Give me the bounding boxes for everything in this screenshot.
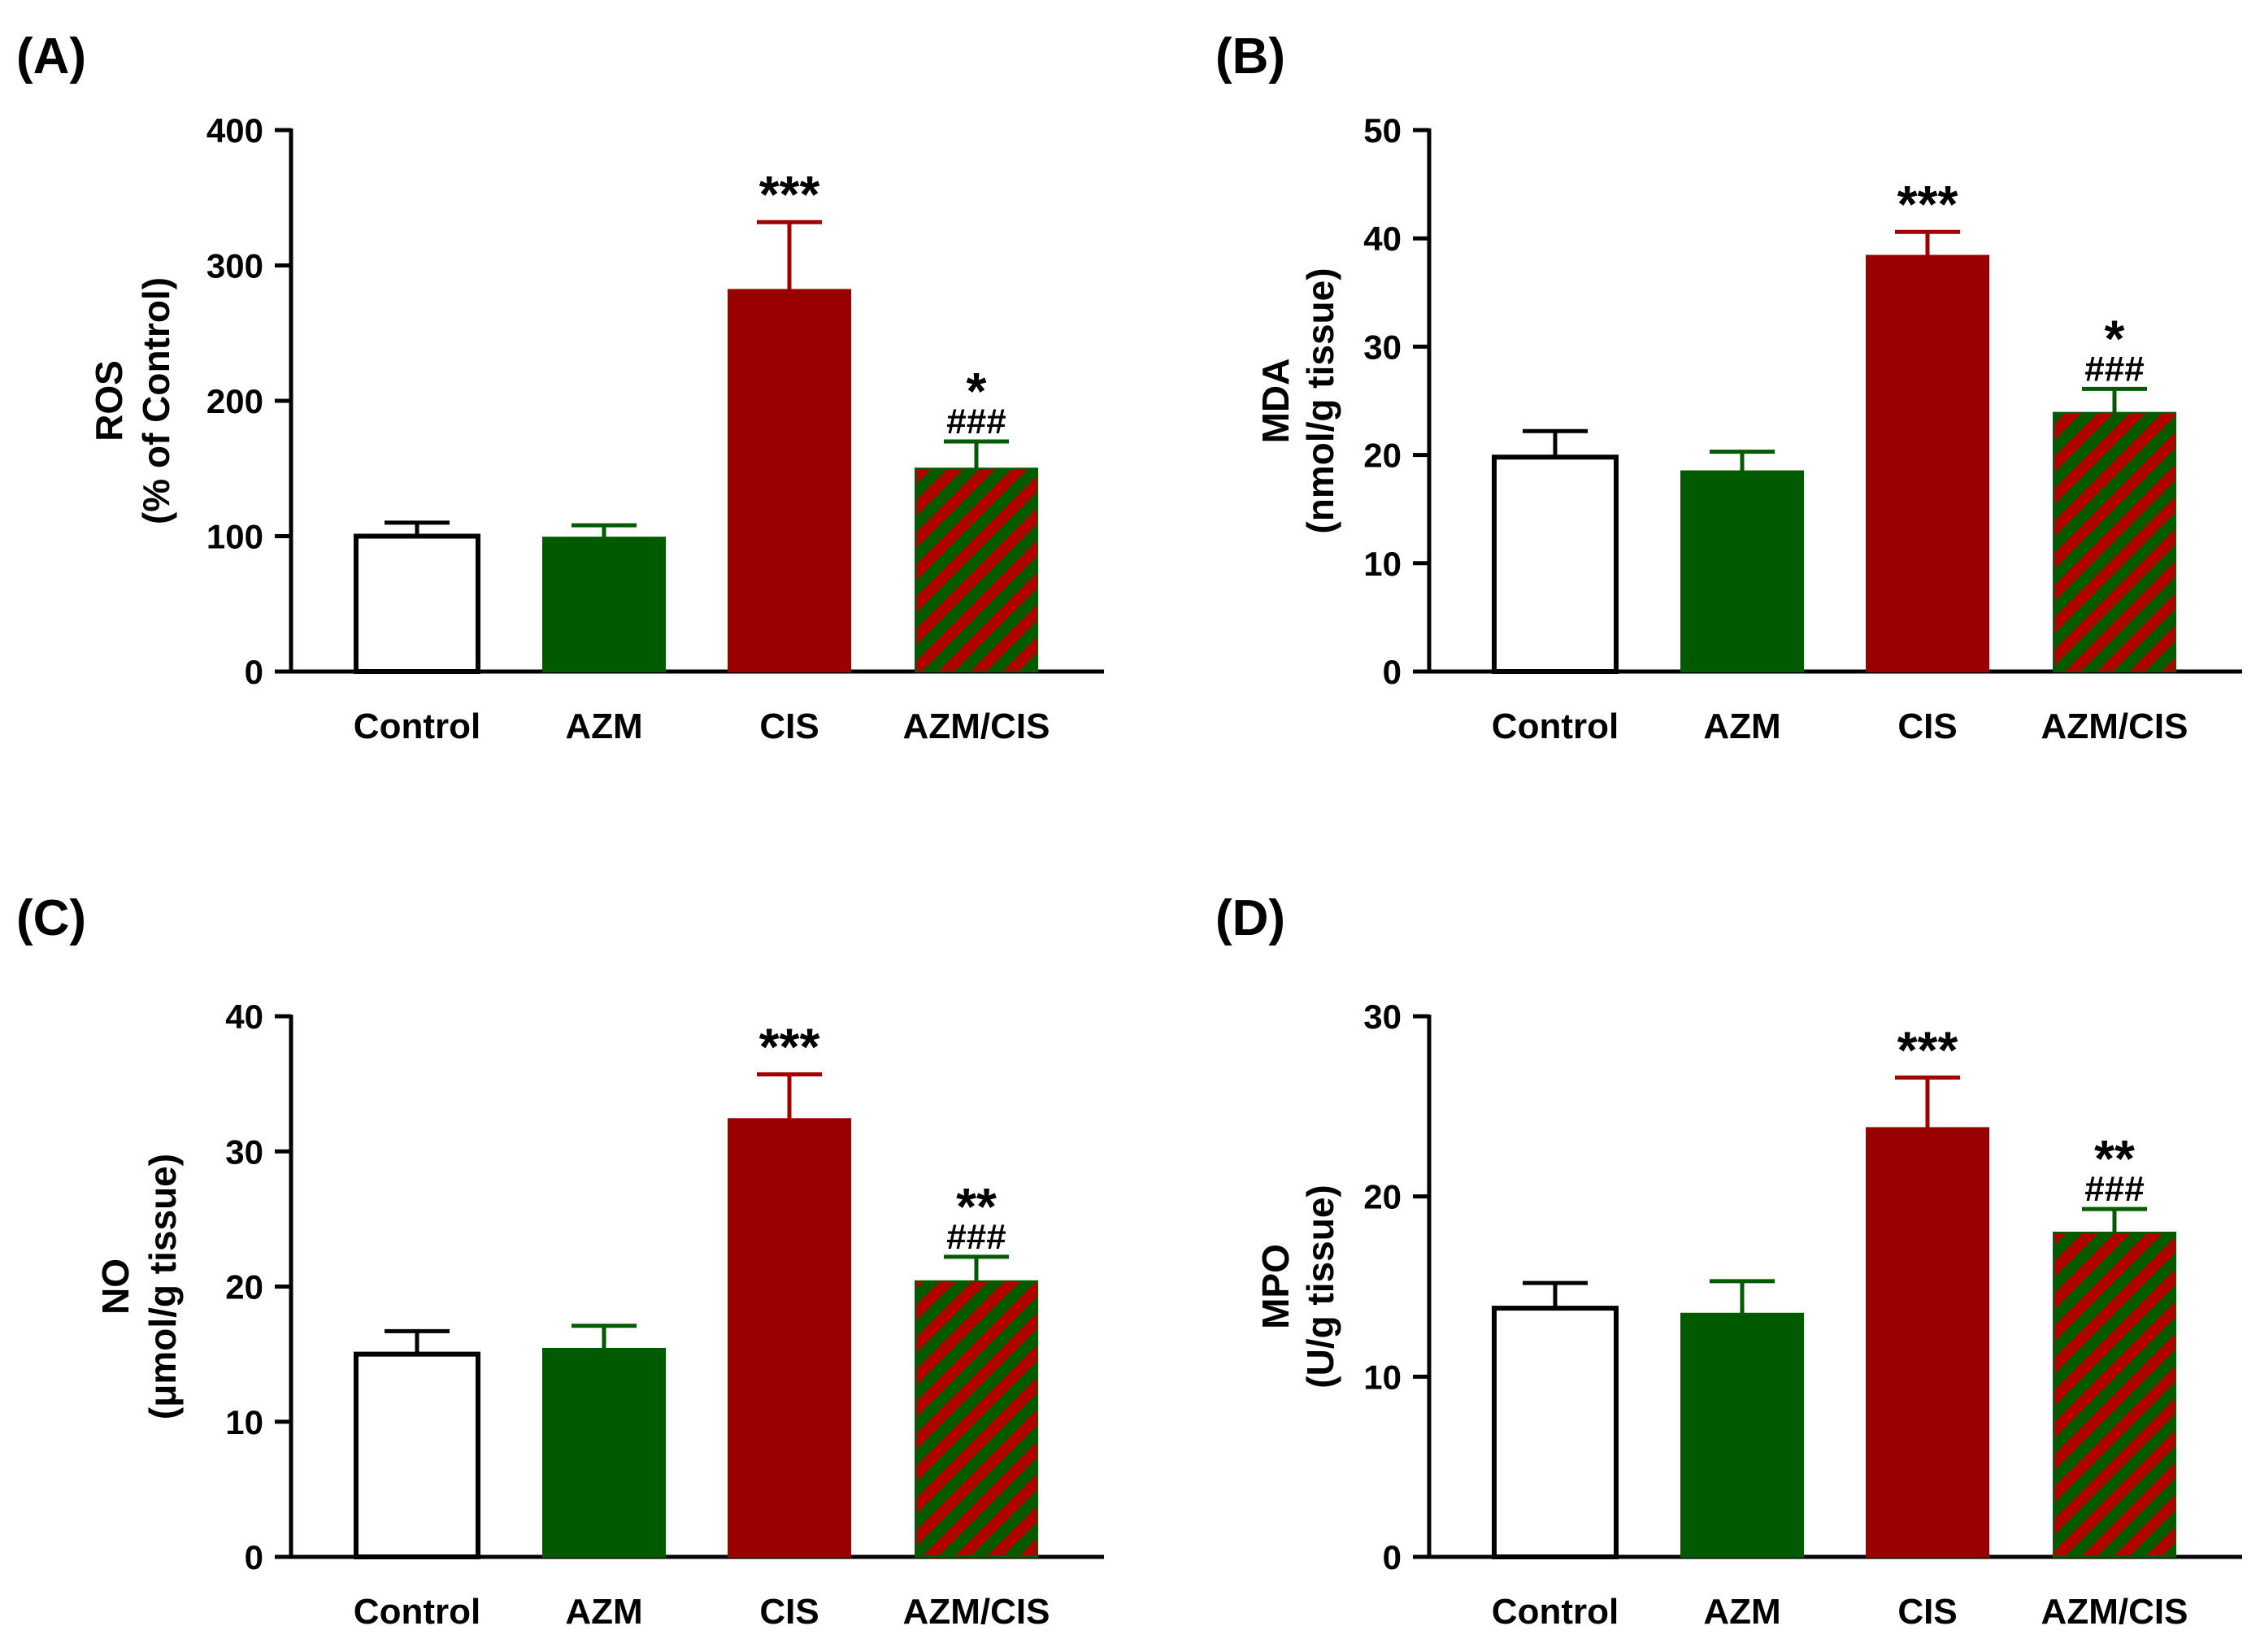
significance-marker-star: **: [2094, 1129, 2135, 1188]
y-tick-label: 400: [206, 111, 263, 150]
bar-azm-cis: [2053, 411, 2176, 672]
y-tick-label: 0: [1383, 653, 1402, 691]
bar-control: [1492, 1306, 1619, 1559]
y-axis-title-units: (nmol/g tissue): [1299, 267, 1341, 533]
bar-cis: [728, 289, 851, 672]
x-category-label: CIS: [759, 706, 819, 746]
y-tick-label: 0: [1383, 1538, 1402, 1576]
panel-label: (B): [1215, 28, 1285, 85]
y-tick-label: 10: [1363, 1358, 1402, 1396]
y-tick-label: 30: [225, 1132, 263, 1171]
y-tick-label: 200: [206, 382, 263, 420]
significance-marker: ***: [1897, 175, 1958, 233]
panel-label: (D): [1215, 890, 1285, 946]
significance-marker: ***: [759, 1017, 820, 1076]
x-category-label: AZM: [1703, 1592, 1780, 1632]
x-category-label: Control: [1492, 706, 1619, 746]
x-category-label: AZM/CIS: [2041, 1592, 2188, 1632]
bar-azm-cis: [2053, 1232, 2176, 1558]
y-tick-label: 10: [1363, 545, 1402, 583]
x-category-label: CIS: [759, 1592, 819, 1632]
y-tick-label: 20: [1363, 437, 1402, 475]
y-tick-label: 10: [225, 1403, 263, 1441]
bar-control: [354, 533, 480, 674]
bar-cis: [1866, 254, 1989, 672]
y-axis-title-units: (μmol/g tissue): [141, 1154, 184, 1419]
x-category-label: Control: [1492, 1592, 1619, 1632]
y-axis-title: MPO: [1254, 1244, 1297, 1329]
x-category-label: CIS: [1897, 1592, 1957, 1632]
bar-azm: [1680, 1312, 1804, 1558]
significance-marker-star: *: [967, 362, 987, 420]
bar-control: [1492, 454, 1619, 674]
significance-marker-hash: ###: [946, 1217, 1006, 1257]
y-axis-title: ROS: [88, 360, 130, 441]
significance-marker-star: **: [956, 1177, 997, 1236]
significance-marker-hash: ###: [2084, 1169, 2144, 1209]
y-tick-label: 100: [206, 518, 263, 556]
bar-cis: [1866, 1127, 1989, 1558]
bar-azm-cis: [915, 467, 1038, 672]
y-axis-title: NO: [94, 1259, 137, 1315]
x-category-label: AZM/CIS: [2041, 706, 2188, 746]
bar-azm: [542, 537, 666, 672]
chart-panel-3: (C) NO (μmol/g tissue) 0 10 20 30 40 Control AZM C…: [16, 890, 1104, 1632]
x-category-label: AZM: [1703, 706, 1780, 746]
significance-marker: ***: [1897, 1020, 1958, 1079]
y-tick-label: 20: [225, 1268, 263, 1306]
significance-marker-hash: ###: [2084, 349, 2144, 389]
y-tick-label: 0: [245, 1538, 263, 1576]
y-tick-label: 30: [1363, 998, 1402, 1036]
bar-control: [354, 1351, 480, 1559]
significance-marker-hash: ###: [946, 402, 1006, 441]
y-tick-label: 30: [1363, 328, 1402, 366]
y-tick-label: 40: [1363, 220, 1402, 258]
y-axis-title-units: (% of Control): [135, 277, 177, 524]
x-category-label: AZM: [565, 706, 642, 746]
bar-azm-cis: [915, 1280, 1038, 1558]
significance-marker-star: *: [2105, 309, 2125, 367]
panel-label: (C): [16, 890, 86, 946]
y-axis-title: MDA: [1254, 359, 1297, 444]
x-category-label: CIS: [1897, 706, 1957, 746]
y-tick-label: 50: [1363, 111, 1402, 150]
y-tick-label: 40: [225, 998, 263, 1036]
x-category-label: Control: [354, 706, 480, 746]
y-tick-label: 20: [1363, 1178, 1402, 1216]
x-category-label: AZM/CIS: [903, 1592, 1050, 1632]
bar-cis: [728, 1118, 851, 1558]
chart-panel-4: (D) MPO (U/g tissue) 0 10 20 30 Control AZM CIS **…: [1215, 890, 2242, 1632]
chart-panel-1: (A) ROS (% of Control) 0 100 200 300 400 Control…: [16, 28, 1104, 746]
y-tick-label: 0: [245, 653, 263, 691]
x-category-label: AZM: [565, 1592, 642, 1632]
y-tick-label: 300: [206, 247, 263, 285]
x-category-label: Control: [354, 1592, 480, 1632]
bar-azm: [542, 1347, 666, 1558]
chart-panel-2: (B) MDA (nmol/g tissue) 0 10 20 30 40 50 Control A…: [1215, 28, 2242, 746]
significance-marker: ***: [759, 165, 820, 224]
bar-azm: [1680, 470, 1804, 673]
y-axis-title-units: (U/g tissue): [1299, 1185, 1341, 1388]
panel-label: (A): [16, 28, 86, 85]
x-category-label: AZM/CIS: [903, 706, 1050, 746]
